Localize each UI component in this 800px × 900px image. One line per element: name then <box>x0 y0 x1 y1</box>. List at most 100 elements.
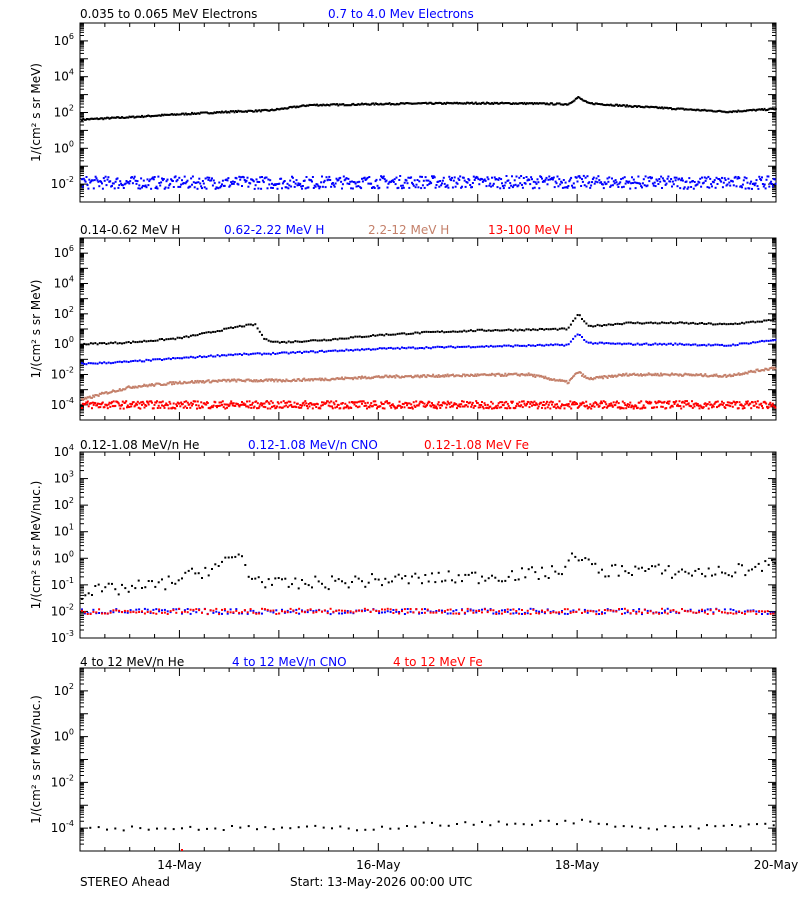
data-point <box>721 571 723 574</box>
data-point <box>478 610 481 612</box>
data-point <box>414 102 417 105</box>
data-point <box>258 330 261 333</box>
data-point <box>292 105 295 108</box>
data-point <box>372 608 375 611</box>
data-point <box>283 405 286 408</box>
data-point <box>443 102 446 104</box>
data-point <box>760 402 763 405</box>
data-point <box>439 407 442 409</box>
data-point <box>155 612 158 615</box>
data-point <box>516 329 519 332</box>
data-point <box>518 176 521 179</box>
data-point <box>600 181 603 184</box>
data-point <box>197 112 200 115</box>
data-point <box>406 402 409 405</box>
data-point <box>591 178 594 181</box>
data-point <box>100 180 103 183</box>
data-point <box>505 400 508 403</box>
data-point <box>443 610 446 613</box>
data-point <box>491 407 493 410</box>
data-point <box>681 179 684 182</box>
legend-entry: 0.62-2.22 MeV H <box>224 223 324 237</box>
data-point <box>716 343 719 346</box>
data-point <box>381 608 383 611</box>
data-point <box>438 345 441 348</box>
data-point <box>106 407 109 410</box>
data-point <box>411 181 413 184</box>
data-point <box>466 401 468 403</box>
data-point <box>285 378 288 381</box>
data-point <box>229 184 232 187</box>
data-point <box>139 116 142 118</box>
data-point <box>445 375 448 378</box>
data-point <box>544 178 547 181</box>
data-point <box>199 111 202 114</box>
data-point <box>337 104 340 107</box>
data-point <box>498 406 501 409</box>
data-point <box>727 323 730 326</box>
data-point <box>740 403 743 406</box>
data-point <box>683 186 686 189</box>
data-point <box>83 612 86 615</box>
data-point <box>261 353 263 356</box>
data-point <box>169 610 172 613</box>
data-point <box>388 102 391 105</box>
data-point <box>595 613 598 616</box>
data-point <box>285 351 288 354</box>
data-point <box>576 314 579 316</box>
data-point <box>344 376 347 379</box>
data-point <box>569 101 572 104</box>
data-point <box>600 400 603 403</box>
data-point <box>563 344 566 347</box>
data-point <box>235 608 238 611</box>
data-point <box>323 179 326 182</box>
data-point <box>226 179 229 182</box>
data-point <box>318 377 321 380</box>
data-point <box>555 407 558 410</box>
data-point <box>687 186 690 189</box>
data-point <box>247 353 250 356</box>
data-point <box>273 380 276 383</box>
data-point <box>82 398 85 401</box>
data-point <box>166 613 169 615</box>
data-point <box>249 323 252 326</box>
data-point <box>504 372 507 375</box>
data-point <box>490 185 493 188</box>
data-point <box>529 607 532 610</box>
data-point <box>409 332 412 335</box>
data-point <box>523 101 526 104</box>
data-point <box>546 377 549 380</box>
data-point <box>324 186 327 189</box>
data-point <box>298 105 301 108</box>
data-point <box>509 329 512 332</box>
data-point <box>661 187 663 189</box>
data-point <box>701 610 703 613</box>
data-point <box>636 321 639 324</box>
data-point <box>149 359 152 362</box>
data-point <box>518 328 521 331</box>
data-point <box>584 176 587 179</box>
data-point <box>139 385 142 388</box>
data-point <box>579 402 582 405</box>
data-point <box>755 613 758 615</box>
data-point <box>512 608 515 611</box>
data-point <box>238 379 241 382</box>
data-point <box>221 403 223 406</box>
data-point <box>281 608 283 611</box>
data-point <box>551 102 553 105</box>
data-point <box>279 107 282 110</box>
data-point <box>236 325 239 328</box>
data-point <box>103 612 106 615</box>
data-point <box>216 406 218 409</box>
data-point <box>554 403 557 406</box>
data-point <box>215 610 218 613</box>
data-point <box>312 379 315 382</box>
data-point <box>421 175 423 178</box>
data-point <box>271 401 274 404</box>
data-point <box>118 609 121 612</box>
data-point <box>159 184 162 187</box>
data-point <box>254 380 257 383</box>
data-point <box>612 323 615 326</box>
data-point <box>310 402 313 405</box>
data-point <box>761 569 763 572</box>
